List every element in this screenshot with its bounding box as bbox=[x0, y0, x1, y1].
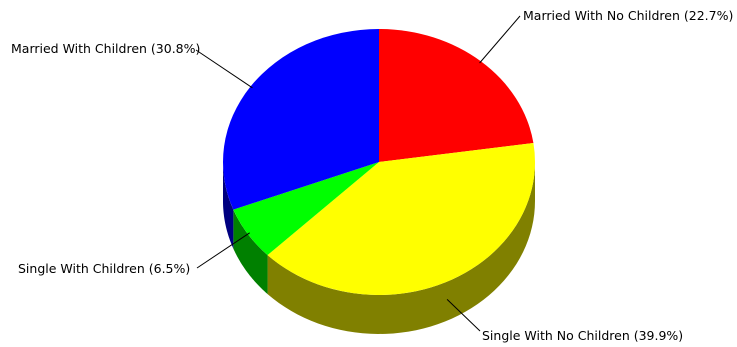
pie-side-single-with-children bbox=[233, 209, 268, 295]
leader-line-married-with-no-children bbox=[479, 15, 521, 64]
slice-label-single-with-children: Single With Children (6.5%) bbox=[18, 261, 190, 276]
slice-label-single-with-no-children: Single With No Children (39.9%) bbox=[482, 328, 683, 343]
slice-label-married-with-no-children: Married With No Children (22.7%) bbox=[523, 8, 733, 23]
pie-sides bbox=[223, 162, 535, 334]
pie-side-married-with-children bbox=[223, 162, 234, 249]
leader-line-single-with-no-children bbox=[446, 299, 481, 332]
slice-label-married-with-children: Married With Children (30.8%) bbox=[11, 41, 200, 56]
pie-side-single-with-no-children bbox=[267, 162, 535, 334]
pie-slice-married-with-children bbox=[222, 29, 379, 210]
leader-line-single-with-children bbox=[196, 232, 250, 269]
pie-tops bbox=[222, 29, 536, 296]
pie-slice-single-with-no-children bbox=[267, 143, 536, 296]
leader-lines bbox=[195, 15, 521, 332]
slice-labels: Married With No Children (22.7%) Single W… bbox=[11, 8, 733, 343]
leader-line-married-with-children bbox=[195, 49, 253, 89]
pie-slice-single-with-children bbox=[233, 162, 379, 256]
pie-slice-married-with-no-children bbox=[379, 29, 534, 162]
